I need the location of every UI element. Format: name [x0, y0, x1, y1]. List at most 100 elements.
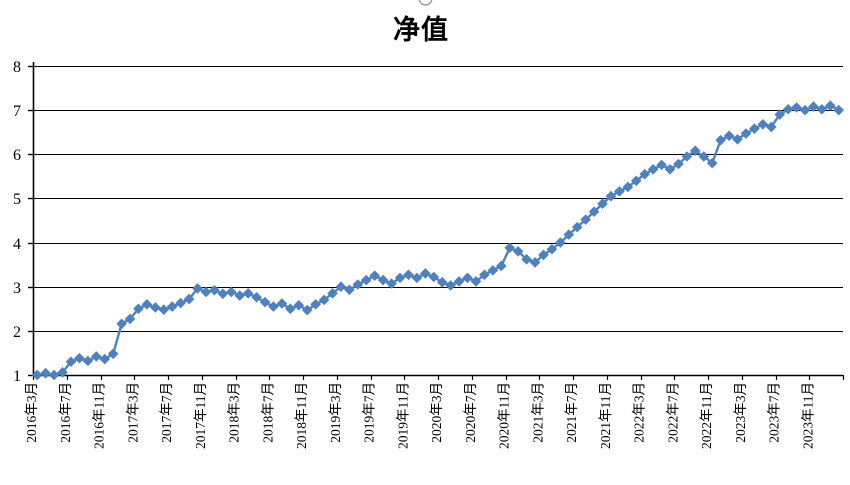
- x-tick-label: 2019年11月: [395, 382, 410, 449]
- data-point-marker: [268, 301, 279, 312]
- data-point-marker: [656, 159, 667, 171]
- data-point-marker: [605, 190, 617, 202]
- data-point-marker: [74, 352, 85, 364]
- data-point-marker: [588, 206, 600, 217]
- y-tick-label: 3: [13, 280, 21, 297]
- x-tick-label: 2016年11月: [92, 382, 107, 449]
- x-tick-label: 2016年7月: [58, 382, 73, 443]
- y-tick-label: 2: [13, 324, 21, 341]
- data-point-marker: [470, 276, 482, 287]
- x-tick-label: 2023年3月: [733, 382, 748, 443]
- x-tick-label: 2021年11月: [598, 382, 613, 449]
- data-point-marker: [698, 151, 710, 162]
- data-point-marker: [82, 355, 94, 367]
- data-point-marker: [782, 103, 794, 115]
- x-tick-label: 2019年7月: [362, 382, 377, 443]
- data-point-marker: [183, 293, 195, 305]
- data-point-marker: [774, 109, 786, 120]
- data-point-marker: [394, 272, 406, 284]
- data-point-marker: [335, 281, 347, 293]
- data-point-marker: [411, 272, 423, 284]
- data-point-marker: [48, 369, 60, 381]
- data-point-marker: [799, 104, 811, 116]
- data-point-marker: [386, 278, 397, 289]
- data-point-marker: [242, 288, 254, 299]
- data-point-marker: [749, 123, 760, 134]
- x-tick-label: 2016年3月: [24, 382, 39, 443]
- data-point-marker: [808, 101, 819, 112]
- data-point-marker: [192, 283, 203, 294]
- data-point-marker: [825, 100, 836, 112]
- x-tick-label: 2021年7月: [564, 382, 579, 443]
- data-point-marker: [420, 268, 431, 279]
- data-point-marker: [740, 128, 752, 139]
- data-point-marker: [479, 269, 490, 281]
- data-point-marker: [597, 198, 608, 210]
- data-point-marker: [301, 304, 313, 316]
- data-point-marker: [124, 313, 136, 325]
- data-point-marker: [614, 186, 625, 197]
- x-tick-label: 2020年11月: [497, 382, 512, 449]
- data-point-marker: [90, 351, 102, 362]
- data-point-marker: [681, 151, 693, 162]
- data-point-marker: [512, 246, 524, 257]
- data-point-marker: [251, 292, 262, 303]
- y-tick-label: 8: [13, 59, 21, 76]
- data-point-marker: [453, 276, 465, 287]
- x-tick-label: 2022年11月: [699, 382, 714, 449]
- x-tick-label: 2020年7月: [463, 382, 478, 443]
- x-tick-label: 2021年3月: [530, 382, 545, 443]
- data-point-marker: [150, 302, 161, 313]
- data-point-marker: [833, 104, 845, 116]
- data-point-marker: [259, 296, 271, 308]
- data-point-marker: [327, 288, 338, 299]
- data-point-marker: [791, 102, 802, 113]
- data-point-marker: [158, 304, 170, 315]
- data-point-marker: [521, 254, 532, 265]
- y-tick-label: 6: [13, 147, 21, 164]
- data-point-marker: [546, 243, 558, 255]
- data-point-marker: [487, 265, 499, 276]
- data-point-marker: [40, 367, 51, 379]
- y-tick-label: 4: [13, 236, 21, 253]
- data-point-marker: [217, 288, 229, 300]
- data-point-marker: [225, 286, 237, 298]
- data-point-marker: [732, 133, 743, 145]
- data-point-marker: [690, 145, 701, 157]
- data-point-marker: [141, 299, 153, 310]
- chart-title: 净值: [393, 15, 449, 45]
- data-point-marker: [504, 242, 516, 254]
- data-point-marker: [555, 237, 566, 248]
- x-tick-label: 2023年11月: [800, 382, 815, 449]
- x-tick-label: 2018年11月: [294, 382, 309, 449]
- data-point-marker: [403, 269, 414, 281]
- data-point-marker: [133, 303, 144, 315]
- data-point-marker: [234, 290, 246, 301]
- data-point-marker: [462, 272, 473, 284]
- data-point-marker: [630, 175, 642, 187]
- data-point-marker: [765, 121, 777, 133]
- data-point-marker: [757, 118, 769, 130]
- x-tick-label: 2017年11月: [193, 382, 208, 449]
- x-tick-label: 2017年7月: [159, 382, 174, 443]
- data-point-marker: [723, 130, 735, 142]
- data-point-marker: [116, 318, 127, 330]
- x-tick-label: 2020年3月: [429, 382, 444, 443]
- data-point-marker: [495, 260, 507, 272]
- x-tick-label: 2023年7月: [767, 382, 782, 443]
- data-point-marker: [436, 277, 448, 288]
- x-tick-label: 2019年3月: [328, 382, 343, 443]
- x-tick-label: 2017年3月: [125, 382, 140, 443]
- y-tick-label: 1: [13, 368, 21, 385]
- x-tick-label: 2018年7月: [260, 382, 275, 443]
- data-point-marker: [200, 286, 212, 298]
- data-point-marker: [715, 134, 726, 146]
- data-point-marker: [529, 257, 541, 268]
- data-point-marker: [647, 163, 659, 175]
- data-point-marker: [65, 356, 77, 368]
- data-point-marker: [580, 214, 591, 225]
- data-point-marker: [428, 271, 440, 283]
- data-point-marker: [310, 299, 321, 310]
